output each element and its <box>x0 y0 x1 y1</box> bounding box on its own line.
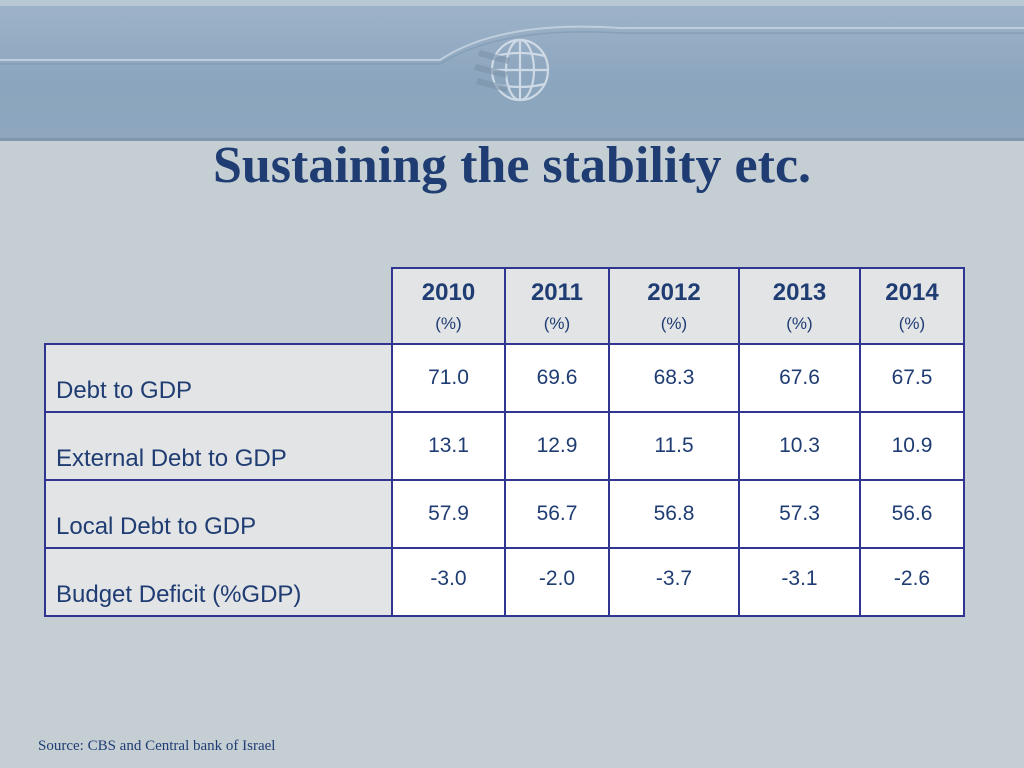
row-label: Debt to GDP <box>44 343 393 413</box>
column-unit: (%) <box>898 314 926 333</box>
row-label: Local Debt to GDP <box>44 479 393 549</box>
table-row-debt-to-gdp: Debt to GDP 71.0 69.6 68.3 67.6 67.5 <box>44 343 965 413</box>
stability-table: 2010 (%) 2011 (%) 2012 (%) 2013 (%) 2014… <box>44 267 965 617</box>
column-year: 2012 <box>647 279 701 306</box>
table-cell: 68.3 <box>608 343 740 413</box>
column-header-2013: 2013 (%) <box>738 267 861 345</box>
table-corner <box>45 268 392 344</box>
slide-title: Sustaining the stability etc. <box>212 137 812 194</box>
table-row-local-debt: Local Debt to GDP 57.9 56.7 56.8 57.3 56… <box>44 479 965 549</box>
table-cell: -3.1 <box>738 547 861 617</box>
table-cell: 67.5 <box>859 343 965 413</box>
table-cell: 10.3 <box>738 411 861 481</box>
table-cell: 57.3 <box>738 479 861 549</box>
table-cell: -3.0 <box>391 547 506 617</box>
table-cell: 71.0 <box>391 343 506 413</box>
banner-top-line <box>0 0 1024 6</box>
column-year: 2013 <box>772 279 827 306</box>
banner-swoosh <box>0 25 1024 65</box>
table-cell: -2.0 <box>504 547 610 617</box>
table-cell: 56.8 <box>608 479 740 549</box>
column-unit: (%) <box>660 314 688 333</box>
table-cell: -2.6 <box>859 547 965 617</box>
table-cell: 57.9 <box>391 479 506 549</box>
table-cell: 11.5 <box>608 411 740 481</box>
row-label: Budget Deficit (%GDP) <box>44 547 393 617</box>
column-unit: (%) <box>786 314 813 333</box>
table-cell: 56.6 <box>859 479 965 549</box>
column-header-2010: 2010 (%) <box>391 267 506 345</box>
globe-icon <box>474 38 550 102</box>
table-row-external-debt: External Debt to GDP 13.1 12.9 11.5 10.3… <box>44 411 965 481</box>
column-header-2014: 2014 (%) <box>859 267 965 345</box>
table-cell: -3.7 <box>608 547 740 617</box>
source-note: Source: CBS and Central bank of Israel <box>38 738 276 754</box>
table-cell: 67.6 <box>738 343 861 413</box>
table-cell: 13.1 <box>391 411 506 481</box>
header-row: 2010 (%) 2011 (%) 2012 (%) 2013 (%) 2014… <box>45 267 965 345</box>
column-year: 2010 <box>421 279 476 306</box>
table-cell: 56.7 <box>504 479 610 549</box>
column-unit: (%) <box>543 314 571 333</box>
table-cell: 10.9 <box>859 411 965 481</box>
column-header-2012: 2012 (%) <box>608 267 740 345</box>
table-cell: 12.9 <box>504 411 610 481</box>
column-header-2011: 2011 (%) <box>504 267 610 345</box>
table-row-budget-deficit: Budget Deficit (%GDP) -3.0 -2.0 -3.7 -3.… <box>44 547 965 617</box>
header-banner <box>0 0 1024 141</box>
column-year: 2014 <box>885 279 939 306</box>
row-label: External Debt to GDP <box>44 411 393 481</box>
table-cell: 69.6 <box>504 343 610 413</box>
column-year: 2011 <box>530 279 584 306</box>
column-unit: (%) <box>435 314 462 333</box>
